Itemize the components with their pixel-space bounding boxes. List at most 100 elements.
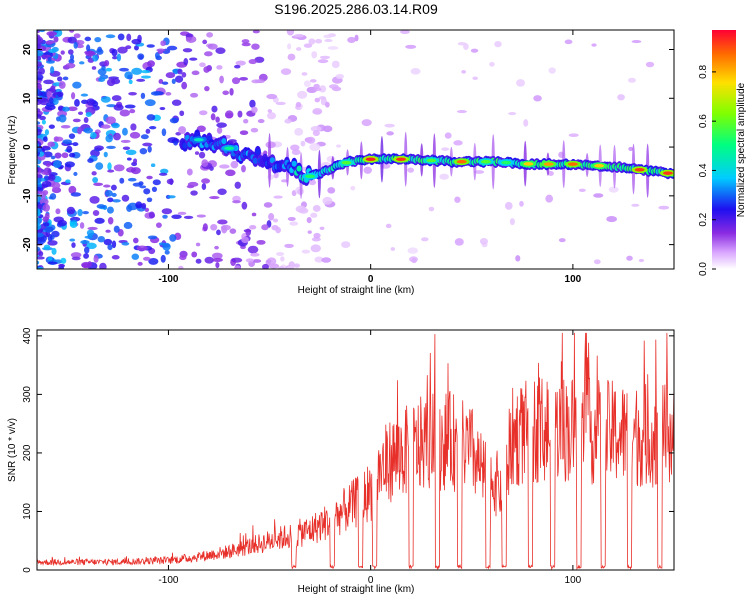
noise-blob — [147, 60, 155, 68]
noise-blob — [129, 131, 141, 139]
noise-blob — [186, 168, 193, 176]
noise-blob — [137, 53, 145, 60]
noise-blob — [47, 257, 53, 261]
noise-blob — [95, 48, 104, 55]
noise-blob — [214, 245, 219, 250]
noise-blob — [55, 208, 61, 215]
noise-blob — [73, 33, 81, 39]
noise-blob — [323, 34, 333, 39]
ridge-peak — [193, 137, 204, 142]
noise-blob — [548, 171, 554, 176]
noise-blob — [177, 68, 183, 75]
noise-blob — [87, 158, 94, 163]
noise-blob — [103, 238, 113, 246]
noise-blob — [558, 238, 566, 243]
noise-blob — [74, 99, 80, 107]
noise-blob — [489, 61, 495, 67]
x-tick-label: 0 — [368, 274, 374, 285]
noise-blob — [187, 181, 199, 187]
noise-blob — [241, 164, 246, 173]
noise-blob — [104, 189, 113, 197]
noise-blob — [199, 62, 206, 68]
noise-blob — [37, 232, 44, 238]
noise-blob — [79, 61, 85, 65]
noise-blob — [335, 73, 345, 79]
x-tick-label: 100 — [565, 274, 582, 285]
noise-blob — [294, 127, 304, 136]
noise-blob — [89, 195, 100, 204]
noise-blob — [48, 124, 55, 129]
noise-blob — [194, 151, 200, 155]
noise-blob — [37, 204, 43, 209]
noise-blob — [140, 134, 149, 140]
noise-blob — [62, 106, 70, 112]
noise-blob — [145, 128, 151, 134]
ridge-peak — [634, 167, 645, 172]
noise-blob — [72, 142, 79, 147]
noise-blob — [77, 209, 83, 217]
noise-blob — [272, 218, 279, 223]
noise-blob — [106, 145, 116, 150]
noise-blob — [195, 242, 201, 247]
noise-blob — [312, 107, 323, 115]
noise-blob — [147, 145, 152, 153]
noise-blob — [38, 67, 45, 75]
ridge-core — [269, 157, 275, 164]
noise-blob — [216, 65, 223, 70]
noise-blob — [37, 256, 45, 260]
ridge-peak — [396, 157, 406, 162]
noise-blob — [130, 167, 141, 175]
noise-blob — [251, 212, 257, 217]
noise-blob — [241, 42, 251, 47]
noise-blob — [307, 230, 312, 234]
noise-blob — [627, 77, 636, 83]
noise-blob — [658, 205, 670, 210]
ridge-core — [182, 142, 188, 149]
noise-blob — [347, 36, 356, 43]
noise-blob — [280, 68, 292, 75]
noise-blob — [310, 244, 321, 253]
noise-blob — [185, 35, 197, 43]
snr-plot-frame — [36, 329, 675, 571]
noise-blob — [318, 96, 327, 100]
noise-blob — [132, 237, 139, 244]
noise-blob — [185, 33, 194, 38]
noise-blob — [111, 95, 122, 102]
noise-blob — [444, 132, 452, 139]
noise-blob — [215, 116, 220, 123]
noise-blob — [68, 185, 77, 194]
ridge-peak — [426, 158, 437, 163]
noise-blob — [245, 258, 255, 263]
noise-blob — [67, 49, 74, 55]
noise-blob — [593, 193, 604, 198]
noise-blob — [85, 111, 92, 117]
noise-blob — [211, 105, 218, 113]
noise-blob — [593, 259, 601, 265]
noise-blob — [295, 101, 302, 108]
noise-blob — [45, 163, 51, 167]
noise-blob — [100, 124, 111, 129]
noise-blob — [131, 67, 143, 75]
noise-blob — [241, 236, 249, 244]
noise-blob — [325, 101, 330, 108]
spectrogram-x-axis-label: Height of straight line (km) — [298, 285, 415, 296]
noise-blob — [241, 39, 250, 44]
y-tick-label: 20 — [22, 44, 33, 56]
y-tick-label: 10 — [22, 92, 33, 104]
noise-blob — [473, 170, 485, 174]
colorbar: 0.0 0.2 0.4 0.6 0.8 Normalized spectral ampl… — [698, 30, 747, 276]
noise-blob — [405, 44, 417, 49]
noise-blob — [105, 116, 116, 125]
snr-x-axis-label: Height of straight line (km) — [298, 584, 415, 595]
y-tick-label: -10 — [22, 188, 33, 203]
noise-blob — [251, 106, 258, 114]
noise-blob — [78, 111, 84, 115]
noise-blob — [126, 157, 132, 161]
noise-blob — [49, 97, 54, 104]
noise-blob — [251, 79, 261, 84]
noise-blob — [608, 186, 619, 193]
noise-blob — [237, 110, 243, 118]
noise-blob — [158, 79, 164, 84]
noise-blob — [117, 33, 125, 41]
noise-blob — [159, 106, 166, 111]
